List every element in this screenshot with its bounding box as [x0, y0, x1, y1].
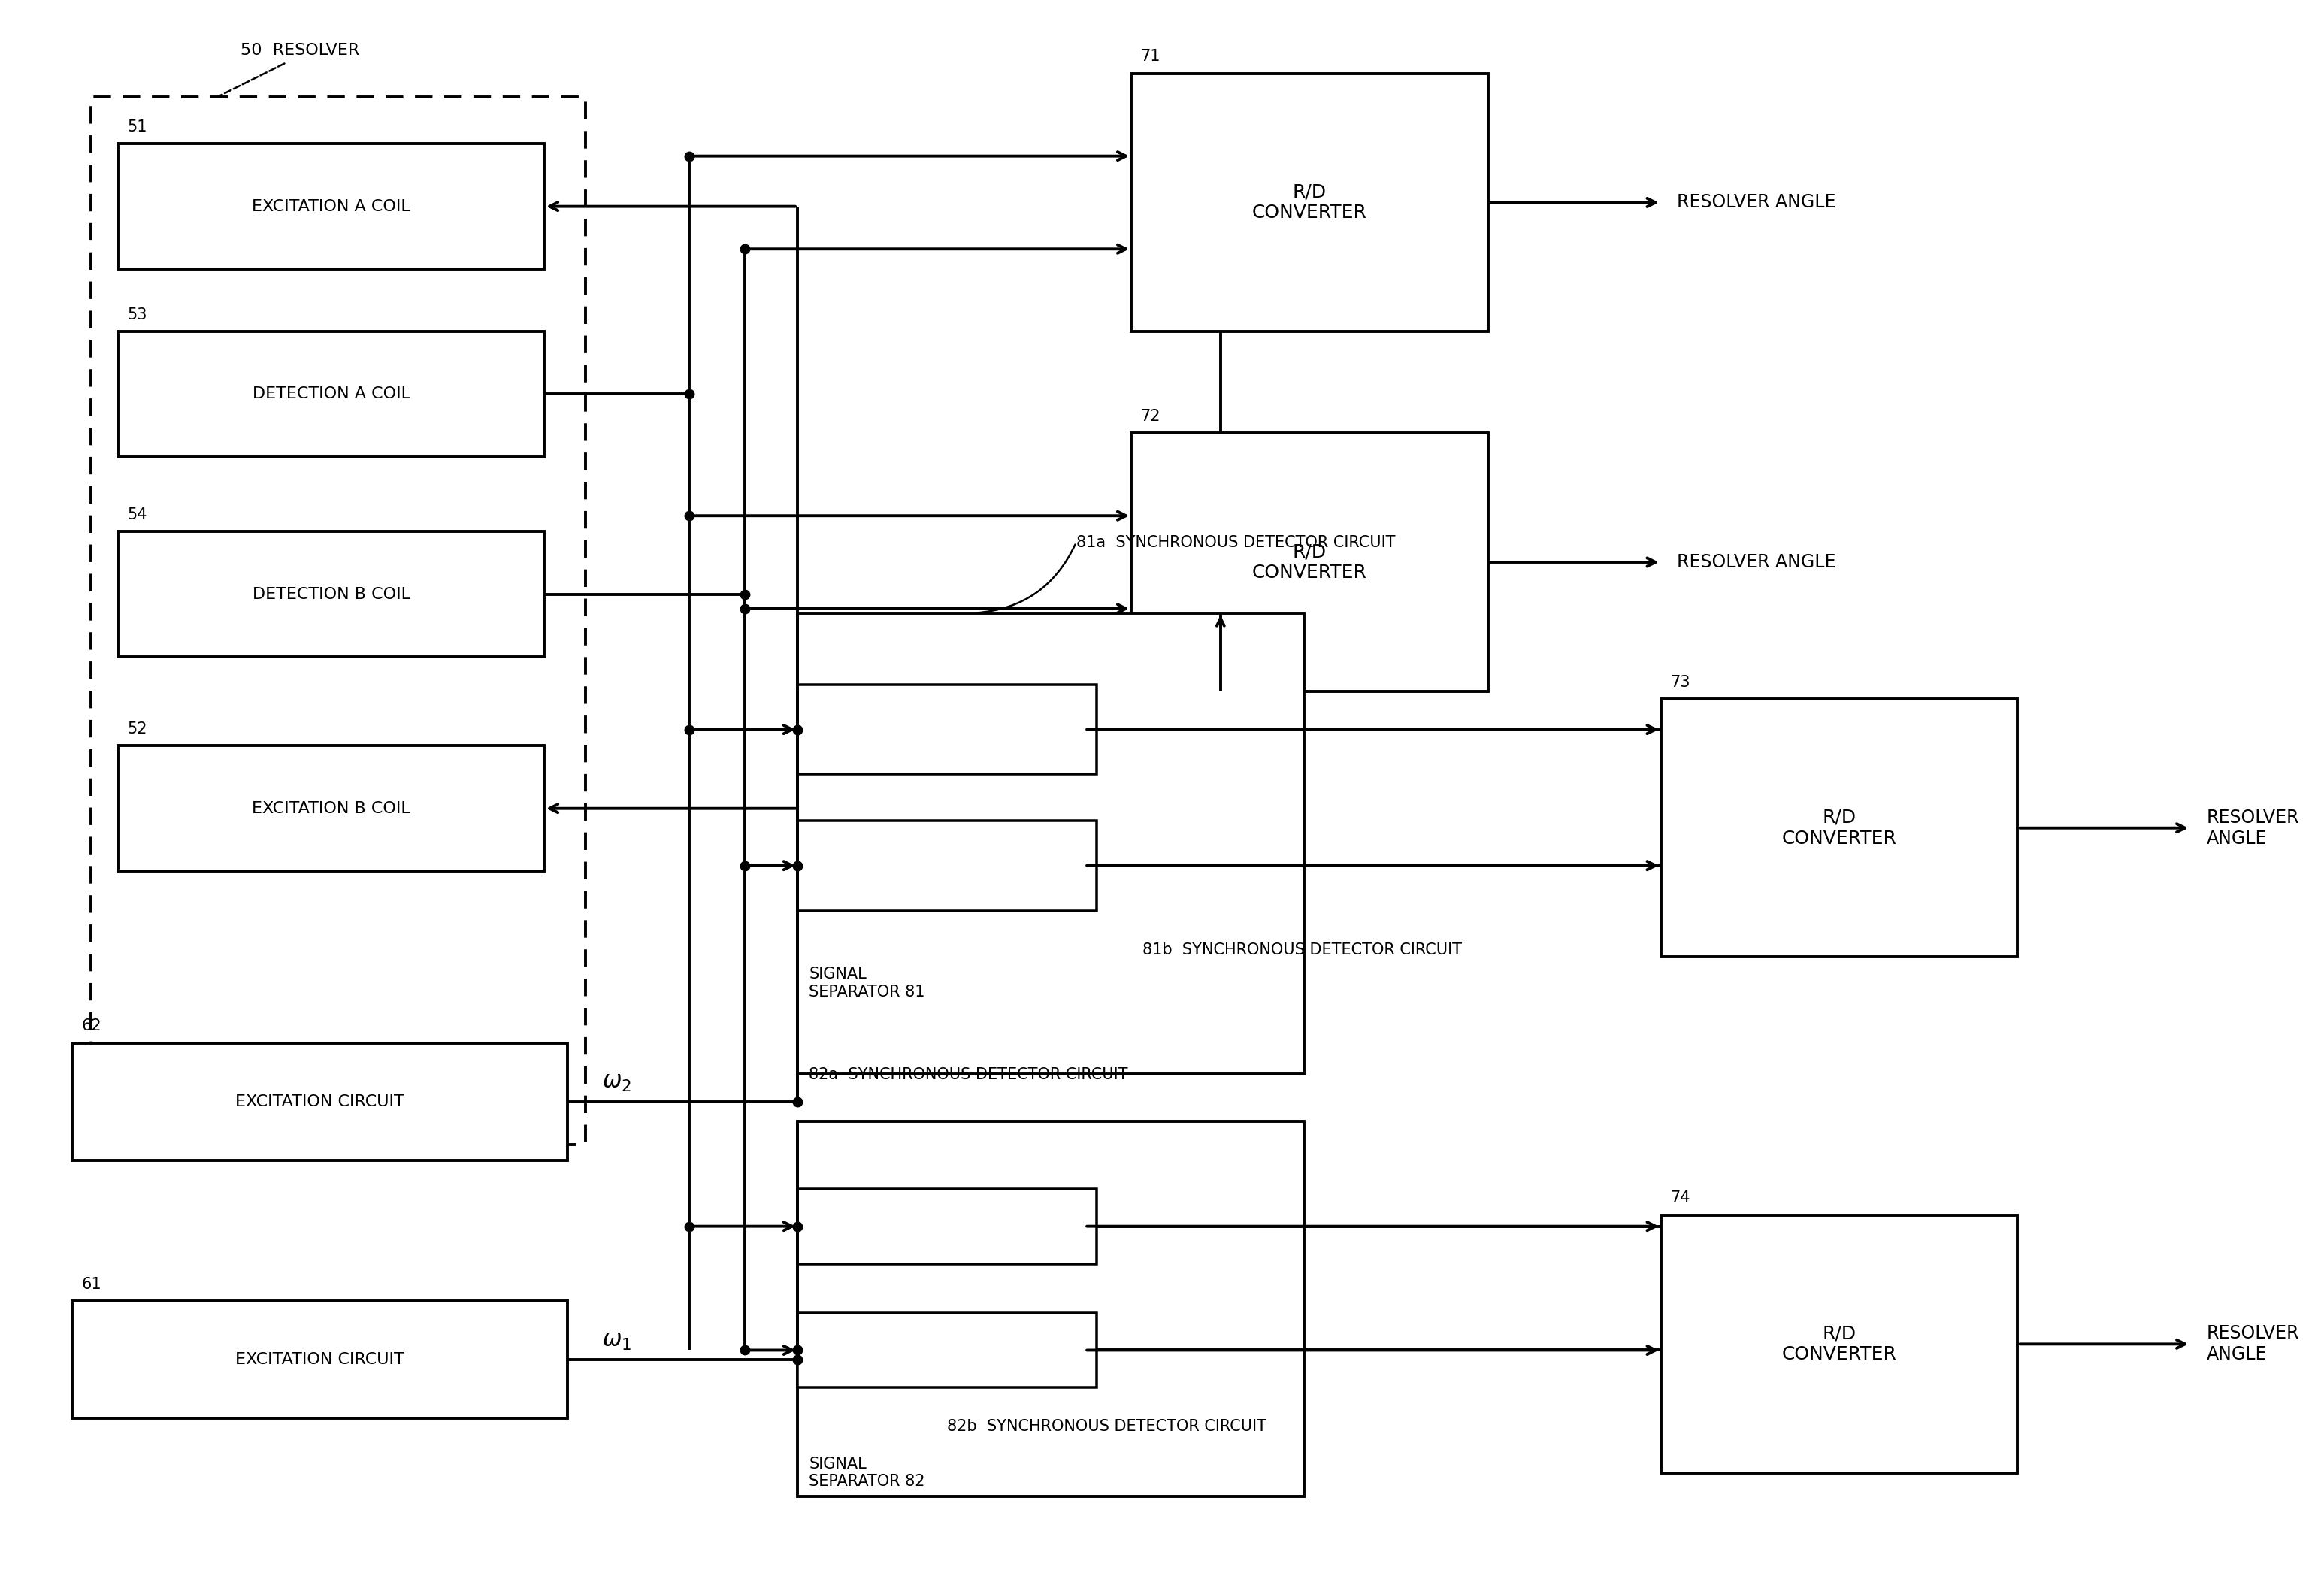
FancyBboxPatch shape [119, 746, 544, 871]
Text: 61: 61 [81, 1276, 102, 1292]
Text: SIGNAL
SEPARATOR 82: SIGNAL SEPARATOR 82 [809, 1457, 925, 1488]
Text: 51: 51 [128, 119, 146, 135]
FancyBboxPatch shape [119, 144, 544, 268]
Text: 62: 62 [81, 1019, 102, 1033]
Text: 74: 74 [1671, 1190, 1690, 1206]
Text: 50  RESOLVER: 50 RESOLVER [239, 42, 360, 58]
Text: 82b  SYNCHRONOUS DETECTOR CIRCUIT: 82b SYNCHRONOUS DETECTOR CIRCUIT [946, 1419, 1267, 1435]
Text: RESOLVER
ANGLE: RESOLVER ANGLE [2205, 1325, 2298, 1363]
FancyBboxPatch shape [797, 685, 1097, 774]
Text: R/D
CONVERTER: R/D CONVERTER [1253, 184, 1367, 221]
Text: DETECTION B COIL: DETECTION B COIL [253, 587, 409, 601]
Text: EXCITATION CIRCUIT: EXCITATION CIRCUIT [235, 1094, 404, 1108]
Text: 73: 73 [1671, 675, 1690, 689]
FancyBboxPatch shape [797, 1121, 1304, 1496]
Text: 72: 72 [1141, 408, 1160, 424]
Text: EXCITATION B COIL: EXCITATION B COIL [251, 801, 411, 816]
Text: 71: 71 [1141, 49, 1160, 64]
FancyBboxPatch shape [91, 97, 586, 1145]
Text: RESOLVER
ANGLE: RESOLVER ANGLE [2205, 809, 2298, 848]
Text: RESOLVER ANGLE: RESOLVER ANGLE [1678, 193, 1836, 212]
Text: 54: 54 [128, 507, 146, 523]
Text: RESOLVER ANGLE: RESOLVER ANGLE [1678, 553, 1836, 571]
Text: 82a  SYNCHRONOUS DETECTOR CIRCUIT: 82a SYNCHRONOUS DETECTOR CIRCUIT [809, 1068, 1127, 1082]
Text: $\omega_1$: $\omega_1$ [602, 1330, 632, 1352]
FancyBboxPatch shape [1662, 699, 2017, 958]
FancyBboxPatch shape [797, 821, 1097, 911]
Text: SIGNAL
SEPARATOR 81: SIGNAL SEPARATOR 81 [809, 967, 925, 999]
Text: 52: 52 [128, 722, 146, 736]
Text: DETECTION A COIL: DETECTION A COIL [253, 386, 409, 402]
FancyBboxPatch shape [1662, 1215, 2017, 1473]
FancyBboxPatch shape [1132, 74, 1487, 331]
FancyBboxPatch shape [1132, 433, 1487, 691]
FancyBboxPatch shape [797, 1188, 1097, 1264]
Text: 81b  SYNCHRONOUS DETECTOR CIRCUIT: 81b SYNCHRONOUS DETECTOR CIRCUIT [1143, 942, 1462, 958]
FancyBboxPatch shape [72, 1042, 567, 1160]
Text: $\omega_2$: $\omega_2$ [602, 1072, 632, 1094]
FancyBboxPatch shape [797, 1313, 1097, 1388]
FancyBboxPatch shape [119, 532, 544, 656]
Text: R/D
CONVERTER: R/D CONVERTER [1783, 809, 1896, 848]
FancyBboxPatch shape [72, 1302, 567, 1418]
Text: R/D
CONVERTER: R/D CONVERTER [1253, 543, 1367, 581]
Text: EXCITATION CIRCUIT: EXCITATION CIRCUIT [235, 1352, 404, 1367]
Text: EXCITATION A COIL: EXCITATION A COIL [251, 199, 411, 214]
Text: 53: 53 [128, 308, 146, 322]
FancyBboxPatch shape [797, 612, 1304, 1074]
FancyBboxPatch shape [119, 331, 544, 457]
Text: 81a  SYNCHRONOUS DETECTOR CIRCUIT: 81a SYNCHRONOUS DETECTOR CIRCUIT [1076, 535, 1394, 550]
Text: R/D
CONVERTER: R/D CONVERTER [1783, 1325, 1896, 1363]
